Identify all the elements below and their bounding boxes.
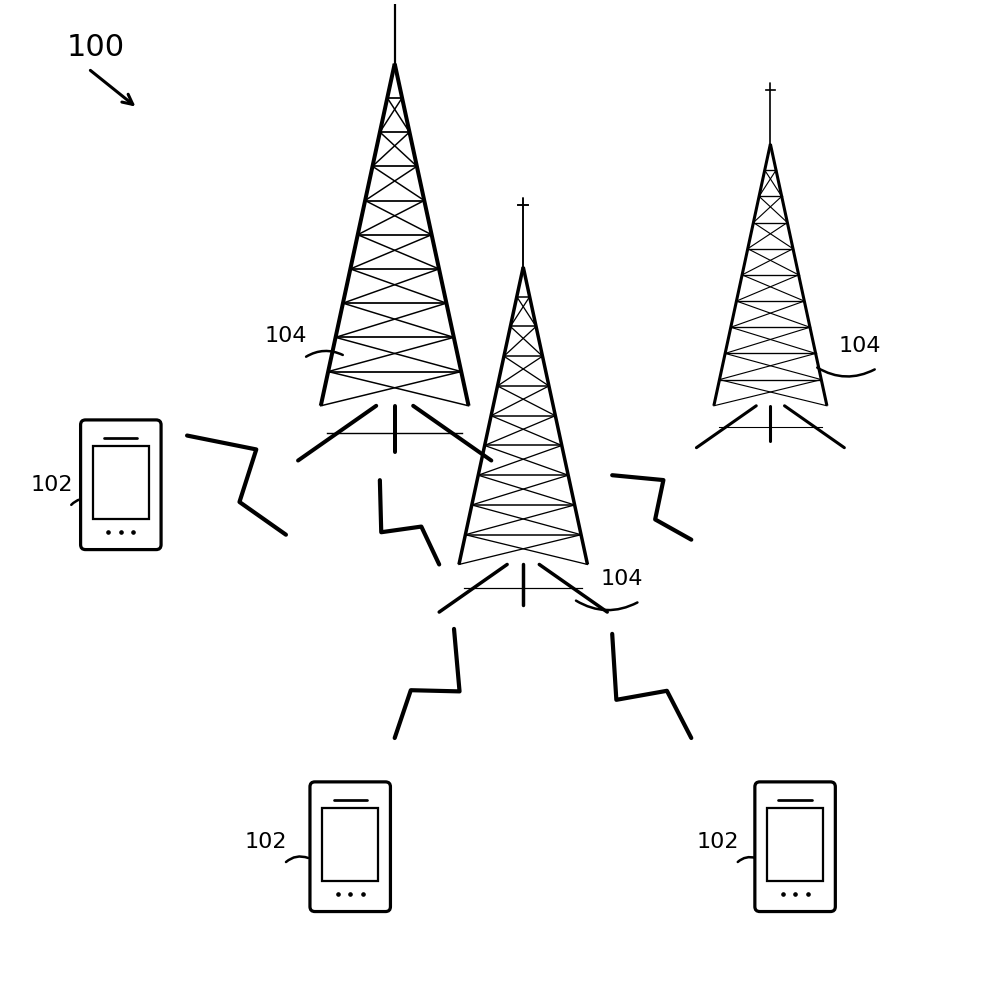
Bar [322, 808, 378, 881]
Text: 104: 104 [601, 569, 643, 589]
FancyBboxPatch shape [310, 782, 391, 912]
Text: 102: 102 [245, 832, 287, 852]
Text: 104: 104 [838, 336, 880, 356]
Text: 104: 104 [264, 326, 307, 346]
Bar [93, 446, 149, 519]
Text: 102: 102 [697, 832, 739, 852]
FancyBboxPatch shape [81, 420, 162, 550]
FancyBboxPatch shape [755, 782, 835, 912]
Text: 102: 102 [30, 475, 73, 495]
Text: 100: 100 [67, 33, 125, 62]
Bar [767, 808, 824, 881]
